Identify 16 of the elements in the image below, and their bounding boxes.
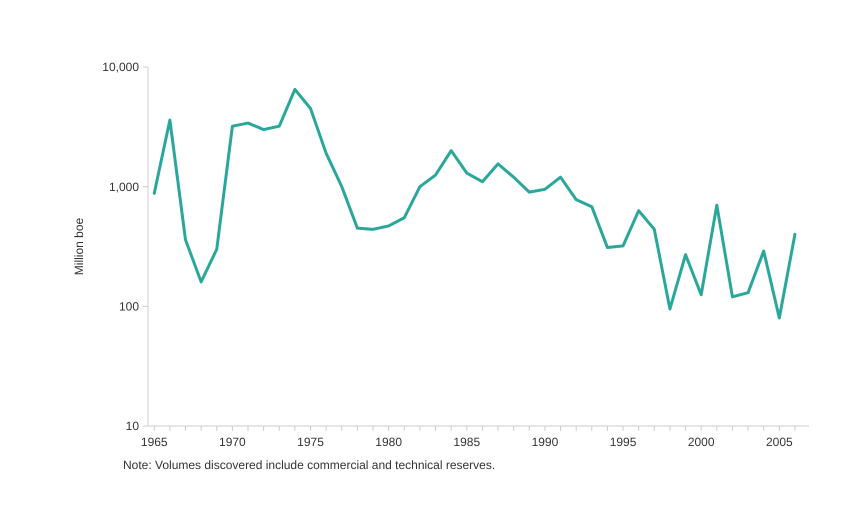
y-tick-label: 10 <box>126 419 140 434</box>
x-tick-label: 1995 <box>610 435 637 449</box>
x-tick-label: 1975 <box>297 435 324 449</box>
x-tick-label: 1970 <box>219 435 246 449</box>
x-tick-label: 2000 <box>688 435 715 449</box>
y-tick-label: 1,000 <box>108 180 140 194</box>
y-tick-label: 100 <box>118 300 140 314</box>
y-tick-label: 10,000 <box>102 60 140 74</box>
y-axis-title: Million boe <box>72 218 86 276</box>
x-tick-label: 1985 <box>453 435 480 449</box>
x-tick-label: 1980 <box>375 435 402 449</box>
text: Note: Volumes discovered include commercial and technical reserves. <box>123 458 496 472</box>
x-tick-label: 2005 <box>766 435 793 449</box>
x-tick-label: 1990 <box>532 435 559 449</box>
line-series <box>152 88 796 320</box>
x-tick-label: 1965 <box>140 435 168 449</box>
